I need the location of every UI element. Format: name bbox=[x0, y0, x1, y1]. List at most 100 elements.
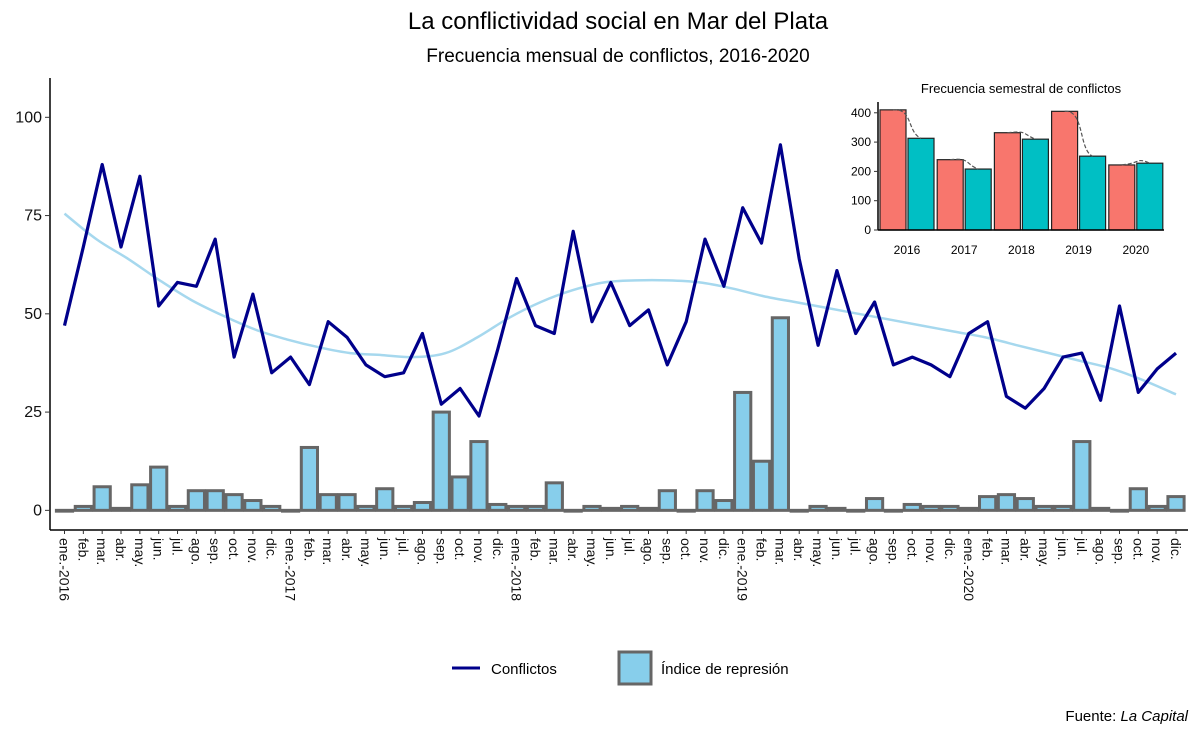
inset-x-tick-label: 2019 bbox=[1065, 243, 1092, 257]
x-tick-label: nov. bbox=[1149, 538, 1165, 563]
repression-bar bbox=[1147, 504, 1167, 512]
repression-bar bbox=[638, 506, 659, 512]
source-prefix: Fuente: bbox=[1065, 708, 1120, 725]
x-tick-label: jun. bbox=[377, 537, 393, 561]
x-tick-label: may. bbox=[584, 538, 600, 567]
x-tick-label: ago. bbox=[414, 538, 430, 565]
repression-bar bbox=[356, 504, 376, 512]
main-lines bbox=[62, 143, 1178, 418]
repression-bar bbox=[280, 508, 301, 513]
inset-bar bbox=[1021, 138, 1050, 231]
repression-bar bbox=[864, 497, 885, 512]
repression-bar bbox=[544, 481, 564, 512]
x-tick-label: ene.-2017 bbox=[283, 538, 299, 601]
x-tick-label: oct. bbox=[1130, 538, 1146, 561]
inset-y-tick-label: 300 bbox=[851, 135, 871, 149]
x-tick-label: jul. bbox=[622, 537, 638, 556]
inset-bar bbox=[993, 132, 1022, 231]
x-tick-label: mar. bbox=[998, 538, 1014, 565]
x-tick-label: mar. bbox=[320, 538, 336, 565]
source-name: La Capital bbox=[1120, 708, 1188, 725]
repression-bar bbox=[751, 459, 772, 512]
inset-x-tick-label: 2016 bbox=[894, 243, 921, 257]
x-tick-label: ago. bbox=[641, 538, 657, 565]
y-tick-label: 25 bbox=[24, 404, 42, 421]
inset-connector bbox=[950, 158, 979, 170]
inset-axes: 2016 2017 2018 2019 2020 0 100 200 300 400 bbox=[851, 102, 1164, 257]
x-tick-label: ago. bbox=[1093, 538, 1109, 565]
x-tick-label: sep. bbox=[885, 538, 901, 564]
x-tick-label: oct. bbox=[452, 538, 468, 561]
x-tick-label: jun. bbox=[151, 537, 167, 561]
legend-bar-swatch bbox=[617, 650, 653, 686]
repression-bar bbox=[205, 489, 225, 512]
inset-y-tick-label: 100 bbox=[851, 194, 871, 208]
repression-bar bbox=[1091, 506, 1111, 512]
x-tick-label: dic. bbox=[716, 538, 732, 560]
x-tick-label: jun. bbox=[603, 537, 619, 561]
repression-bar bbox=[1015, 497, 1035, 512]
x-tick-label: jul. bbox=[396, 537, 412, 556]
repression-bar bbox=[978, 495, 998, 512]
x-tick-label: nov. bbox=[697, 538, 713, 563]
inset-y-tick-label: 0 bbox=[864, 223, 871, 237]
inset-y-tick-label: 200 bbox=[851, 164, 871, 178]
x-tick-label: nov. bbox=[471, 538, 487, 563]
x-tick-label: ago. bbox=[188, 538, 204, 565]
x-tick-label: nov. bbox=[923, 538, 939, 563]
repression-bar bbox=[1034, 504, 1054, 512]
x-tick-label: ene.-2019 bbox=[735, 538, 751, 601]
chart-subtitle: Frecuencia mensual de conflictos, 2016-2… bbox=[426, 46, 809, 67]
main-axes bbox=[45, 78, 1188, 534]
legend-bar-label: Índice de represión bbox=[661, 661, 789, 678]
repression-bar bbox=[846, 508, 866, 513]
repression-bar bbox=[940, 504, 960, 512]
x-tick-label: dic. bbox=[1168, 538, 1184, 560]
repression-bar bbox=[167, 504, 188, 512]
x-tick-label: may. bbox=[358, 538, 374, 567]
repression-bar bbox=[507, 504, 527, 512]
inset-connector bbox=[1007, 131, 1036, 140]
repression-bar bbox=[243, 499, 263, 512]
main-y-tick-labels: 0 25 50 75 100 bbox=[15, 109, 42, 519]
conflictos-line bbox=[62, 143, 1178, 418]
repression-bar bbox=[92, 485, 112, 512]
source-note: Fuente: La Capital bbox=[1065, 708, 1188, 725]
inset-connector bbox=[892, 109, 922, 139]
inset-bar bbox=[964, 168, 992, 231]
x-tick-label: sep. bbox=[1112, 538, 1128, 564]
y-tick-label: 100 bbox=[15, 109, 42, 126]
repression-bar bbox=[1128, 487, 1148, 512]
repression-bar bbox=[412, 500, 433, 512]
repression-bar bbox=[54, 508, 75, 513]
repression-bar bbox=[601, 506, 621, 512]
x-tick-label: oct. bbox=[904, 538, 920, 561]
repression-bar bbox=[299, 445, 320, 512]
x-tick-label: jun. bbox=[829, 537, 845, 561]
repression-bar bbox=[1166, 495, 1186, 512]
repression-bar bbox=[620, 504, 640, 512]
repression-bar bbox=[1072, 440, 1092, 512]
x-tick-label: oct. bbox=[226, 538, 242, 561]
x-tick-label: ene.-2018 bbox=[509, 538, 525, 601]
inset-bars bbox=[879, 109, 1164, 231]
x-tick-label: feb. bbox=[301, 538, 317, 561]
x-tick-label: sep. bbox=[659, 538, 675, 564]
repression-bar bbox=[695, 489, 715, 512]
repression-bar bbox=[563, 508, 583, 513]
repression-bar bbox=[394, 504, 414, 512]
repression-bar bbox=[111, 506, 131, 512]
x-tick-label: mar. bbox=[546, 538, 562, 565]
inset-y-tick-label: 400 bbox=[851, 106, 871, 120]
repression-bar bbox=[431, 410, 451, 512]
x-tick-label: abr. bbox=[791, 538, 807, 561]
inset-connector bbox=[1121, 159, 1151, 166]
inset-x-tick-label: 2018 bbox=[1008, 243, 1035, 257]
repression-bar bbox=[186, 489, 206, 512]
repression-bar bbox=[676, 508, 696, 513]
chart-title: La conflictividad social en Mar del Plat… bbox=[408, 8, 829, 35]
inset-x-tick-label: 2020 bbox=[1122, 243, 1149, 257]
main-x-tick-labels: ene.-2016 feb. mar. abr. may. jun. jul. ago. sep… bbox=[57, 537, 1185, 601]
y-tick-label: 75 bbox=[24, 208, 42, 225]
x-tick-label: may. bbox=[1036, 538, 1052, 567]
